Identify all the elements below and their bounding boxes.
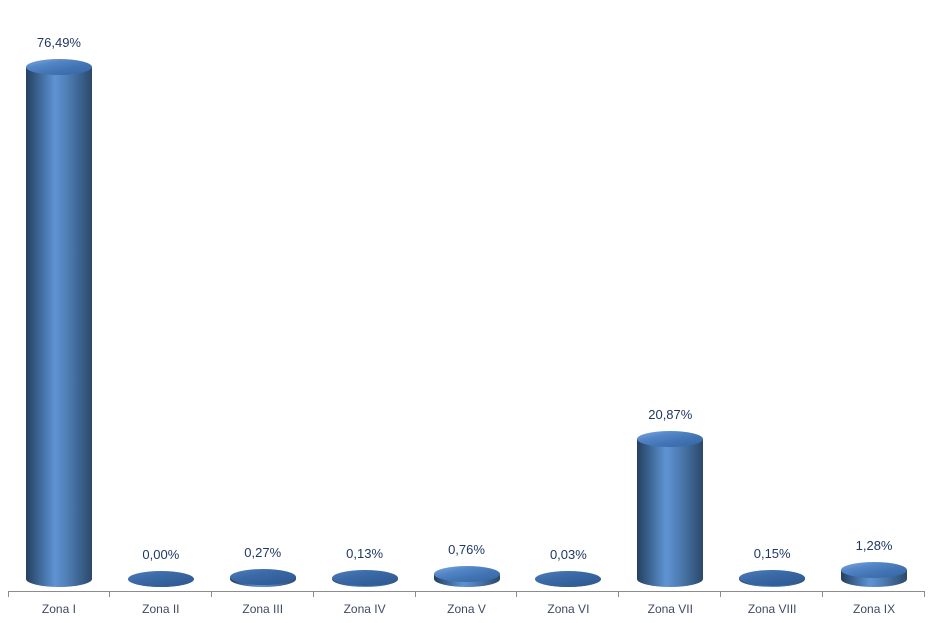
- bar-top-face: [127, 571, 194, 587]
- axis-tick: [210, 591, 212, 597]
- bar-top-face: [25, 59, 92, 75]
- value-label-zona-vii: 20,87%: [648, 407, 693, 422]
- value-label-zona-ii: 0,00%: [142, 547, 180, 562]
- category-label-zona-iv: Zona IV: [343, 602, 386, 616]
- bar-top-face: [637, 431, 704, 447]
- axis-tick: [312, 591, 314, 597]
- bar-zona-iv: [331, 570, 398, 587]
- bar-zona-i: [25, 59, 92, 587]
- bar-body: [25, 67, 92, 587]
- value-label-zona-ix: 1,28%: [855, 538, 893, 553]
- bar-zona-ii: [127, 571, 194, 587]
- bar-zona-iii: [229, 569, 296, 587]
- category-column-zona-iii: 0,27% Zona III: [212, 0, 314, 616]
- axis-tick: [414, 591, 416, 597]
- bar-zona-ix: [841, 562, 908, 587]
- value-label-zona-v: 0,76%: [448, 542, 485, 557]
- value-label-zona-viii: 0,15%: [753, 546, 791, 561]
- bar-zona-vii: [637, 431, 704, 587]
- axis-tick: [516, 591, 518, 597]
- axis-tick: [822, 591, 824, 597]
- value-label-zona-iv: 0,13%: [346, 546, 384, 561]
- x-axis-line: [8, 591, 925, 592]
- axis-tick: [720, 591, 722, 597]
- bar-body: [637, 439, 704, 587]
- bar-top-face: [433, 566, 500, 582]
- value-label-zona-vi: 0,03%: [549, 547, 587, 562]
- category-column-zona-vi: 0,03% Zona VI: [517, 0, 620, 616]
- plot-area: 76,49% Zona I 0,00% Zona II 0,27% Zona III 0,1…: [8, 0, 926, 616]
- category-column-zona-iv: 0,13% Zona IV: [314, 0, 416, 616]
- bar-top-face: [229, 569, 296, 585]
- category-column-zona-ii: 0,00% Zona II: [110, 0, 212, 616]
- bar-zona-vi: [535, 571, 602, 587]
- category-label-zona-ix: Zona IX: [853, 602, 896, 616]
- category-label-zona-iii: Zona III: [242, 602, 284, 616]
- bar-top-face: [739, 570, 806, 586]
- value-label-zona-i: 76,49%: [36, 35, 81, 50]
- bar-top-face: [331, 570, 398, 586]
- axis-tick: [108, 591, 110, 597]
- axis-tick: [924, 591, 926, 597]
- category-label-zona-ii: Zona II: [142, 602, 180, 616]
- bar-top-face: [535, 571, 602, 587]
- bar-top-face: [841, 562, 908, 578]
- bar-zona-viii: [739, 570, 806, 587]
- category-label-zona-viii: Zona VIII: [747, 602, 797, 616]
- category-label-zona-vii: Zona VII: [647, 602, 693, 616]
- category-column-zona-viii: 0,15% Zona VIII: [721, 0, 824, 616]
- category-column-zona-ix: 1,28% Zona IX: [823, 0, 926, 616]
- axis-tick: [618, 591, 620, 597]
- bar-zona-v: [433, 566, 500, 587]
- category-label-zona-vi: Zona VI: [547, 602, 590, 616]
- axis-tick: [8, 591, 9, 597]
- category-column-zona-i: 76,49% Zona I: [8, 0, 110, 616]
- category-column-zona-v: 0,76% Zona V: [416, 0, 518, 616]
- category-label-zona-v: Zona V: [447, 602, 486, 616]
- category-column-zona-vii: 20,87% Zona VII: [619, 0, 722, 616]
- value-label-zona-iii: 0,27%: [244, 545, 282, 560]
- category-label-zona-i: Zona I: [41, 602, 76, 616]
